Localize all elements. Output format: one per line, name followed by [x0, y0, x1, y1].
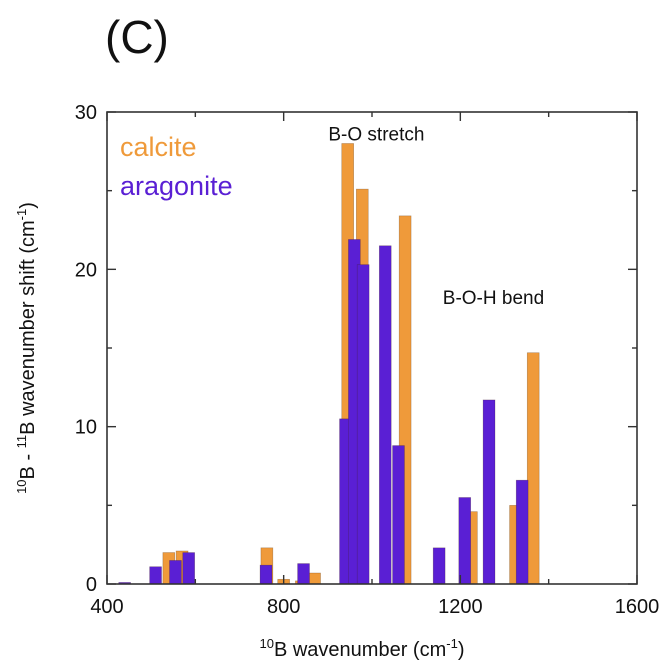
legend-calcite: calcite [120, 132, 197, 162]
aragonite-bar [392, 445, 405, 585]
aragonite-bar [259, 564, 273, 585]
calcite-bar [526, 352, 540, 585]
aragonite-bar [169, 560, 182, 585]
y-tick-label: 20 [75, 259, 97, 281]
y-tick-label: 0 [86, 574, 97, 596]
x-axis-label: 10B wavenumber (cm-1) [260, 636, 465, 661]
x-tick-label: 1200 [438, 596, 483, 618]
calcite-bar [308, 572, 321, 585]
aragonite-bar [515, 479, 529, 585]
annotation-label: B-O-H bend [443, 288, 544, 309]
panel-label: (C) [105, 11, 169, 63]
y-tick-label: 30 [75, 102, 97, 124]
aragonite-bar [378, 245, 392, 585]
x-tick-label: 800 [267, 596, 300, 618]
annotations: B-O stretch B-O-H bend [328, 124, 544, 309]
y-axis-label: 10B - 11B wavenumber shift (cm-1) [14, 202, 39, 494]
y-tick-label: 10 [75, 417, 97, 439]
aragonite-bar [182, 552, 195, 585]
x-tick-label: 400 [90, 596, 123, 618]
aragonite-bar [458, 497, 472, 585]
annotation-label: B-O stretch [328, 124, 424, 145]
aragonite-bar [432, 547, 446, 585]
aragonite-bar [297, 563, 310, 585]
aragonite-bar [482, 399, 496, 585]
axis-ticks: 400 800 1200 1600 0 10 20 30 [75, 102, 660, 618]
legend-aragonite: aragonite [120, 171, 233, 201]
aragonite-bar [149, 566, 162, 585]
aragonite-bar [356, 264, 370, 585]
x-tick-label: 1600 [615, 596, 660, 618]
